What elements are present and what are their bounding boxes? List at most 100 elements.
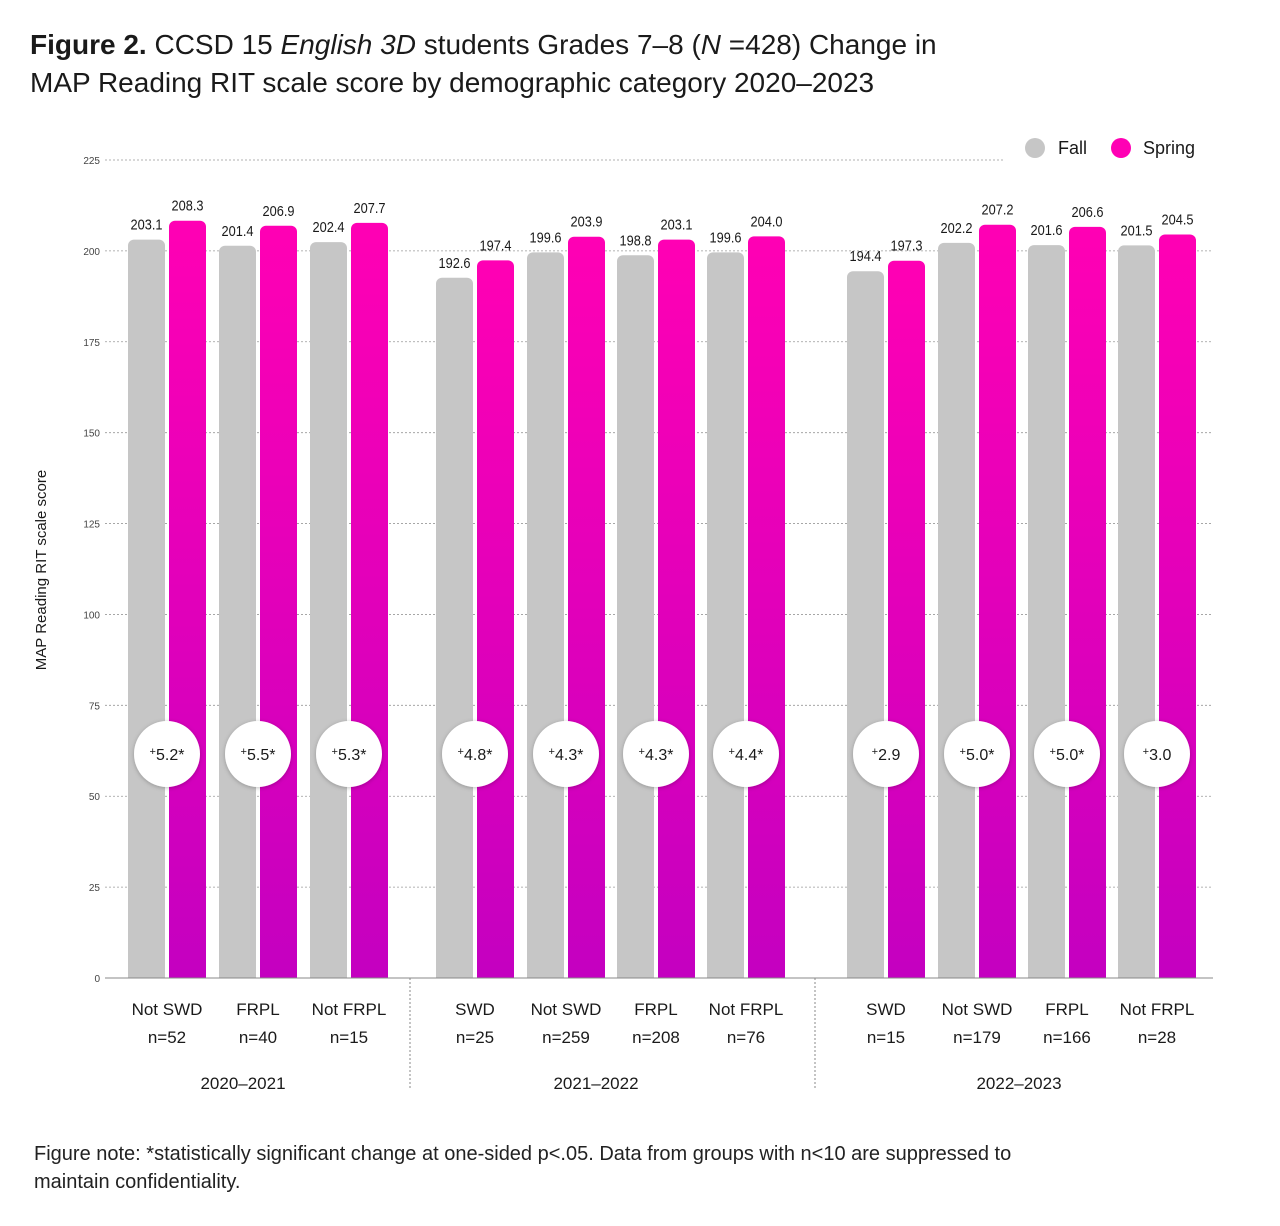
bar-spring [351,222,388,978]
bar-fall [527,252,564,978]
figure-note: Figure note: *statistically significant … [34,1143,1012,1193]
data-label-spring: 203.9 [571,214,603,231]
bar-spring-base [351,970,388,978]
x-category-label: FRPL [634,1000,677,1019]
bar-fall [847,271,884,978]
y-tick-label: 175 [83,338,100,349]
change-bubble [853,721,919,787]
change-bubble [134,721,200,787]
bar-spring-base [169,970,206,978]
bar-spring [260,225,297,978]
bar-spring [1159,234,1196,979]
bar-fall-base [707,970,744,978]
x-category-label: SWD [455,1000,495,1019]
title-line2: MAP Reading RIT scale score by demograph… [30,67,875,98]
change-value: 5.0* [966,747,994,764]
x-category-label: Not SWD [531,1000,602,1019]
y-tick-label: 75 [89,701,101,712]
data-label-fall: 202.4 [313,219,345,236]
x-sample-size-label: n=166 [1043,1028,1091,1047]
data-label-spring: 203.1 [661,217,693,234]
bar-fall [310,242,347,978]
x-category-label: Not FRPL [312,1000,387,1019]
change-bubble [1034,721,1100,787]
x-sample-size-label: n=28 [1138,1028,1176,1047]
x-sample-size-label: n=40 [239,1028,277,1047]
change-value: 4.3* [645,747,673,764]
bar-fall-base [436,970,473,978]
change-bubble [623,721,689,787]
data-label-fall: 199.6 [710,229,742,246]
change-sign: + [1050,746,1056,758]
title-italic-program: English 3D [280,29,416,60]
data-label-spring: 207.7 [354,200,386,217]
x-group-label: 2022–2023 [976,1074,1061,1093]
data-label-spring: 207.2 [982,202,1014,219]
change-value: 4.3* [555,747,583,764]
change-sign: + [549,746,555,758]
change-bubble [225,721,291,787]
legend-label-fall: Fall [1058,138,1087,158]
bar-fall-base [310,970,347,978]
legend-label-spring: Spring [1143,138,1195,158]
x-sample-size-label: n=259 [542,1028,590,1047]
change-value: 5.3* [338,747,366,764]
change-label: +3.0 [1143,746,1172,764]
change-bubble [533,721,599,787]
x-sample-size-label: n=15 [867,1028,905,1047]
data-label-fall: 203.1 [131,217,163,234]
figure-title: Figure 2. CCSD 15 English 3D students Gr… [30,26,1130,102]
change-sign: + [872,746,878,758]
bar-fall [436,277,473,978]
bar-fall [707,252,744,978]
x-sample-size-label: n=179 [953,1028,1001,1047]
change-sign: + [332,746,338,758]
change-label: +4.3* [549,746,584,764]
change-bubble [442,721,508,787]
legend-swatch-fall [1025,138,1045,158]
title-part1: CCSD 15 [154,29,273,60]
change-label: +4.4* [729,746,764,764]
y-tick-label: 0 [94,974,100,985]
x-category-label: FRPL [1045,1000,1088,1019]
y-axis-label: MAP Reading RIT scale score [33,470,50,670]
data-label-fall: 199.6 [530,229,562,246]
change-label: +4.8* [458,746,493,764]
change-sign: + [639,746,645,758]
change-bubble [1124,721,1190,787]
x-sample-size-label: n=15 [330,1028,368,1047]
bar-spring [477,260,514,979]
x-sample-size-label: n=208 [632,1028,680,1047]
bar-spring-base [888,970,925,978]
figure-label: Figure 2. [30,29,147,60]
bar-fall [219,245,256,978]
x-category-label: SWD [866,1000,906,1019]
x-category-label: Not FRPL [1120,1000,1195,1019]
bar-spring [568,236,605,979]
bar-fall-base [617,970,654,978]
change-value: 4.8* [464,747,492,764]
x-sample-size-label: n=52 [148,1028,186,1047]
bar-spring-base [477,970,514,978]
data-label-fall: 192.6 [439,255,471,272]
change-value: 3.0 [1149,747,1171,764]
change-sign: + [960,746,966,758]
data-label-spring: 208.3 [172,198,204,215]
change-bubble [316,721,382,787]
x-category-label: Not SWD [942,1000,1013,1019]
bar-fall-base [847,970,884,978]
change-label: +5.3* [332,746,367,764]
change-value: 5.5* [247,747,275,764]
bar-fall-base [527,970,564,978]
change-value: 5.0* [1056,747,1084,764]
data-label-spring: 206.9 [263,203,295,220]
bar-fall-base [938,970,975,978]
x-sample-size-label: n=25 [456,1028,494,1047]
y-tick-label: 100 [83,610,100,621]
y-tick-label: 25 [89,883,101,894]
bar-spring [748,236,785,978]
change-label: +5.0* [1050,746,1085,764]
bar-spring-base [260,970,297,978]
change-label: +2.9 [872,746,901,764]
